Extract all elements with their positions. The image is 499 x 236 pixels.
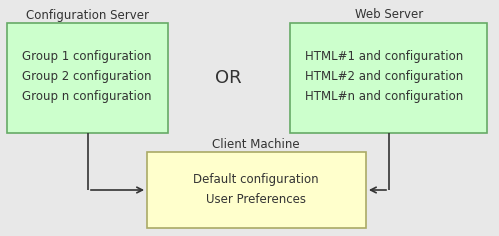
Text: HTML#n and configuration: HTML#n and configuration xyxy=(305,90,463,103)
Text: OR: OR xyxy=(215,69,242,87)
Text: Group 2 configuration: Group 2 configuration xyxy=(22,70,152,83)
Text: Configuration Server: Configuration Server xyxy=(26,8,150,21)
Text: Group 1 configuration: Group 1 configuration xyxy=(22,50,152,63)
Text: Default configuration: Default configuration xyxy=(193,173,319,186)
Bar xyxy=(7,23,168,133)
Text: User Preferences: User Preferences xyxy=(206,193,306,206)
Text: Client Machine: Client Machine xyxy=(212,138,300,151)
Text: Web Server: Web Server xyxy=(355,8,423,21)
Text: Group n configuration: Group n configuration xyxy=(22,90,152,103)
Bar xyxy=(147,152,366,228)
Bar xyxy=(290,23,487,133)
Text: HTML#2 and configuration: HTML#2 and configuration xyxy=(305,70,463,83)
Text: HTML#1 and configuration: HTML#1 and configuration xyxy=(305,50,463,63)
